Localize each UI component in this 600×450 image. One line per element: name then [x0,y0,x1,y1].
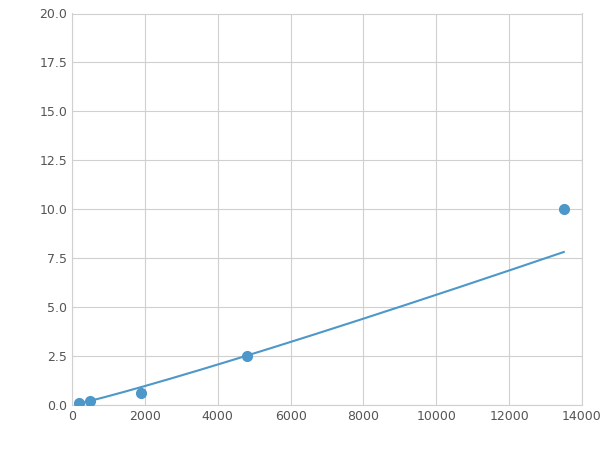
Point [85,397,95,405]
Point [136,390,146,397]
Point [74,400,84,407]
Point [242,352,251,360]
Point [559,206,569,213]
